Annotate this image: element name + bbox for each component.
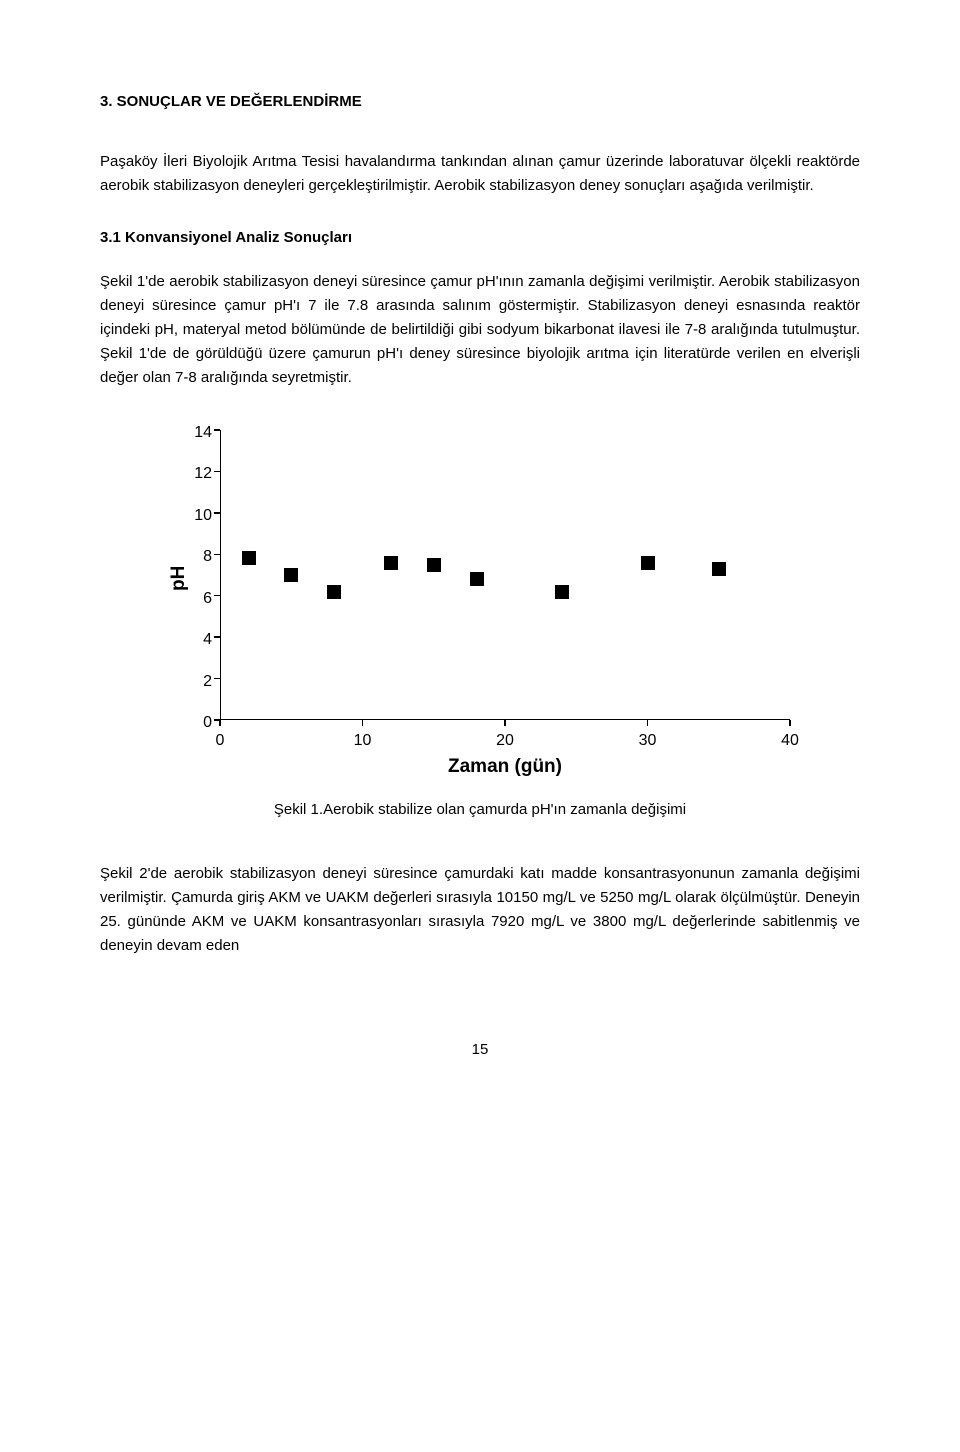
y-tick-label: 12 (172, 461, 212, 487)
subsection-title: 3.1 Konvansiyonel Analiz Sonuçları (100, 226, 860, 250)
x-tick-label: 30 (628, 728, 668, 754)
x-tick-label: 10 (343, 728, 383, 754)
paragraph-1: Paşaköy İleri Biyolojik Arıtma Tesisi ha… (100, 150, 860, 198)
y-tick-label: 6 (172, 586, 212, 612)
data-point (555, 585, 569, 599)
data-point (427, 558, 441, 572)
y-tick-mark (214, 471, 220, 473)
x-tick-label: 40 (770, 728, 810, 754)
section-title: 3. SONUÇLAR VE DEĞERLENDİRME (100, 90, 860, 114)
x-tick-label: 20 (485, 728, 525, 754)
plot-area (220, 430, 790, 720)
page-number: 15 (100, 1038, 860, 1062)
y-tick-mark (214, 636, 220, 638)
ph-scatter-chart: pH Zaman (gün) 02468101214010203040 (150, 420, 810, 780)
y-tick-label: 2 (172, 669, 212, 695)
figure-caption: Şekil 1.Aerobik stabilize olan çamurda p… (100, 798, 860, 822)
y-tick-mark (214, 429, 220, 431)
chart-container: pH Zaman (gün) 02468101214010203040 (100, 420, 860, 780)
y-tick-label: 4 (172, 627, 212, 653)
y-tick-label: 14 (172, 420, 212, 446)
data-point (242, 551, 256, 565)
paragraph-2: Şekil 1'de aerobik stabilizasyon deneyi … (100, 270, 860, 390)
y-tick-mark (214, 595, 220, 597)
x-tick-mark (789, 720, 791, 726)
y-tick-mark (214, 512, 220, 514)
x-tick-mark (362, 720, 364, 726)
data-point (384, 556, 398, 570)
data-point (641, 556, 655, 570)
x-axis-label: Zaman (gün) (405, 752, 605, 782)
data-point (712, 562, 726, 576)
x-tick-mark (647, 720, 649, 726)
y-tick-label: 10 (172, 503, 212, 529)
y-tick-mark (214, 678, 220, 680)
data-point (470, 572, 484, 586)
x-tick-mark (219, 720, 221, 726)
data-point (327, 585, 341, 599)
y-tick-label: 8 (172, 544, 212, 570)
data-point (284, 568, 298, 582)
x-tick-label: 0 (200, 728, 240, 754)
y-tick-mark (214, 554, 220, 556)
x-tick-mark (504, 720, 506, 726)
paragraph-3: Şekil 2'de aerobik stabilizasyon deneyi … (100, 862, 860, 958)
